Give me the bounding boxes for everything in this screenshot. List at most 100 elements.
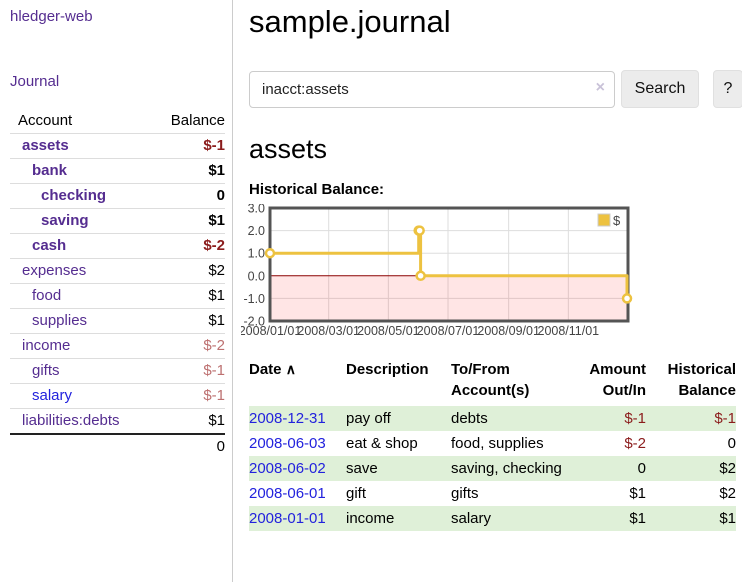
column-header-date[interactable]: Date ∧ [249,361,296,378]
accounts-table: Account Balance assets $-1 bank $1 checking 0… [10,109,225,459]
accounts-cell: debts [451,410,488,427]
sort-ascending-icon: ∧ [285,361,296,377]
account-balance: $1 [208,212,225,229]
sidebar: hledger-web Journal Account Balance asse… [0,0,233,582]
search-button[interactable]: Search [621,70,699,108]
account-row: cash $-2 [10,234,225,259]
balance-cell: $2 [719,460,736,477]
account-row: gifts $-1 [10,359,225,384]
help-button[interactable]: ? [713,70,742,108]
date-cell: 2008-12-31 [249,408,346,429]
date-cell: 2008-06-03 [249,433,346,454]
account-balance: $1 [208,287,225,304]
account-balance: $1 [208,412,225,429]
account-row: food $1 [10,284,225,309]
account-link[interactable]: cash [32,237,67,254]
svg-text:2008/11/01: 2008/11/01 [538,324,600,338]
date-cell: 2008-01-01 [249,508,346,529]
svg-text:2008/01/01: 2008/01/01 [241,324,301,338]
column-header-description: Description [346,361,429,378]
account-row: assets $-1 [10,134,225,159]
clear-search-icon[interactable]: × [595,78,605,96]
account-link[interactable]: salary [32,387,73,404]
account-balance: $1 [208,162,225,179]
svg-text:2008/09/01: 2008/09/01 [477,324,540,338]
accounts-list: assets $-1 bank $1 checking 0 saving $1 cash $-2 e… [10,134,225,434]
account-row: expenses $2 [10,259,225,284]
accounts-cell: salary [451,510,492,527]
accounts-cell: food, supplies [451,435,544,452]
account-link[interactable]: expenses [22,262,87,279]
account-balance: $-2 [203,237,225,254]
brand-link[interactable]: hledger-web [10,8,93,25]
account-balance: 0 [216,187,225,204]
account-balance: $-1 [203,387,225,404]
date-cell: 2008-06-01 [249,483,346,504]
svg-text:2008/03/01: 2008/03/01 [297,324,360,338]
account-link[interactable]: gifts [32,362,60,379]
total-balance: 0 [216,438,225,455]
description-cell: pay off [346,410,391,427]
svg-text:2008/07/01: 2008/07/01 [417,324,480,338]
column-header-to-from: To/From Account(s) [451,361,530,399]
account-balance: $-1 [203,137,225,154]
transactions-table: Date ∧ Description To/From Account(s) Amount… [249,359,736,531]
search-form: × Search ? [249,70,742,108]
date-link[interactable]: 2008-06-03 [249,435,326,452]
date-link[interactable]: 2008-12-31 [249,410,326,427]
account-link[interactable]: checking [41,187,107,204]
account-link[interactable]: income [22,337,71,354]
amount-cell: 0 [637,460,646,477]
svg-text:0.0: 0.0 [248,269,265,283]
transaction-row: 2008-06-01 gift gifts $1 $2 [249,481,736,506]
amount-cell: $-2 [624,435,646,452]
account-link[interactable]: food [32,287,62,304]
amount-cell: $-1 [624,410,646,427]
account-row: saving $1 [10,209,225,234]
sidebar-item-journal[interactable]: Journal [10,73,60,90]
account-link[interactable]: saving [41,212,89,229]
balance-cell: $-1 [714,410,736,427]
balance-cell: $2 [719,485,736,502]
svg-text:2.0: 2.0 [248,224,265,238]
balance-cell: $1 [719,510,736,527]
chart-canvas: 3.0 2.0 1.0 0.0 -1.0 -2.02008/01/012008/03/01… [241,204,633,338]
chart-legend-label: $ [613,213,621,228]
account-heading: assets [249,134,328,164]
account-balance: $2 [208,262,225,279]
amount-cell: $1 [629,485,646,502]
description-cell: income [346,510,395,527]
date-cell: 2008-06-02 [249,458,346,479]
account-link[interactable]: assets [22,137,69,154]
account-link[interactable]: bank [32,162,68,179]
transaction-row: 2008-01-01 income salary $1 $1 [249,506,736,531]
account-row: checking 0 [10,184,225,209]
svg-text:-1.0: -1.0 [243,292,265,306]
account-row: supplies $1 [10,309,225,334]
svg-text:3.0: 3.0 [248,204,265,216]
column-header-amount: Amount Out/In [589,361,646,399]
date-link[interactable]: 2008-06-01 [249,485,326,502]
account-row: liabilities:debts $1 [10,409,225,434]
column-header-historical: Historical Balance [667,361,736,399]
account-balance: $1 [208,312,225,329]
transaction-row: 2008-12-31 pay off debts $-1 $-1 [249,406,736,431]
account-row: bank $1 [10,159,225,184]
transactions-rows: 2008-12-31 pay off debts $-1 $-1 2008-06-03 ea… [249,406,736,531]
date-link[interactable]: 2008-06-02 [249,460,326,477]
balance-column-header: Balance [170,112,225,129]
main-panel: sample.journal × Search ? assets Histori… [233,0,742,582]
accounts-cell: gifts [451,485,479,502]
account-link[interactable]: supplies [32,312,88,329]
page-title: sample.journal [249,4,451,39]
historical-balance-chart[interactable]: 3.0 2.0 1.0 0.0 -1.0 -2.0 2008/01/01 2008/03/01… [241,204,645,339]
description-cell: save [346,460,378,477]
svg-text:2008/05/01: 2008/05/01 [357,324,420,338]
account-link[interactable]: liabilities:debts [22,412,120,429]
svg-text:1.0: 1.0 [248,247,265,261]
search-input[interactable] [249,70,615,108]
transaction-row: 2008-06-02 save saving, checking 0 $2 [249,456,736,481]
date-link[interactable]: 2008-01-01 [249,510,326,527]
account-column-header: Account [18,112,73,129]
